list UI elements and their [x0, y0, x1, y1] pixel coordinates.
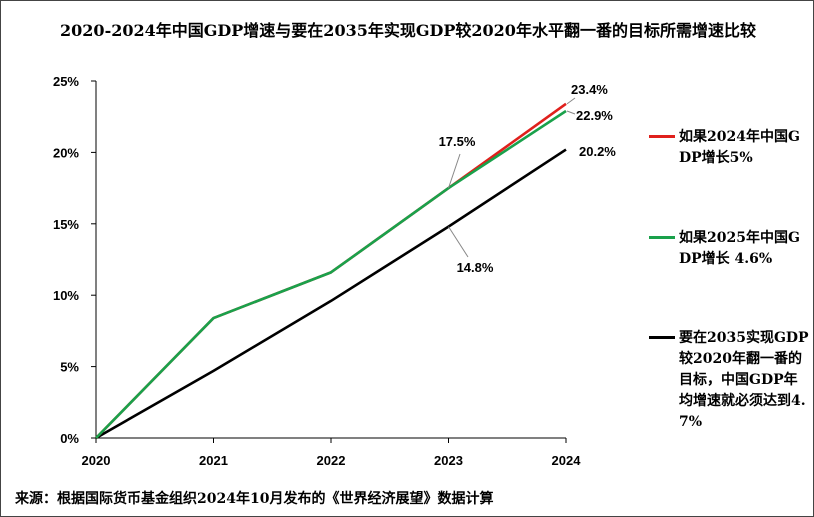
x-tick-label: 2020: [82, 453, 111, 468]
series-line-1: [95, 109, 567, 439]
data-label-leader: [566, 110, 576, 115]
legend-swatch-black: [649, 336, 675, 339]
legend-label-green: 如果2025年中国GDP增长 4.6%: [679, 230, 800, 267]
chart-title: 2020-2024年中国GDP增速与要在2035年实现GDP较2020年水平翻一…: [60, 21, 756, 40]
data-label-leader: [448, 226, 469, 258]
legend-swatch-red: [649, 135, 675, 138]
legend-swatch-green: [649, 236, 675, 239]
y-tick-label: 20%: [53, 145, 79, 160]
y-tick-label: 5%: [60, 360, 79, 375]
data-label: 23.4%: [571, 82, 608, 97]
y-tick-label: 0%: [60, 431, 79, 446]
x-tick-label: 2023: [434, 453, 463, 468]
series-line-2: [95, 148, 567, 440]
source-note: 来源：根据国际货币基金组织2024年10月发布的《世界经济展望》数据计算: [15, 491, 494, 507]
x-tick-label: 2024: [552, 453, 582, 468]
y-tick-label: 15%: [53, 217, 79, 232]
data-label: 17.5%: [439, 134, 476, 149]
y-tick-label: 10%: [53, 288, 79, 303]
data-label-leader: [448, 153, 461, 189]
legend-label-red: 如果2024年中国GDP增长5%: [679, 129, 800, 166]
x-tick-label: 2021: [199, 453, 228, 468]
data-label: 20.2%: [579, 144, 616, 159]
data-label-leader: [566, 97, 576, 105]
data-label: 22.9%: [576, 108, 613, 123]
x-tick-label: 2022: [317, 453, 346, 468]
legend-label-black: 要在2035实现GDP较2020年翻一番的目标，中国GDP年均增速就必须达到4.…: [679, 330, 809, 430]
data-label: 14.8%: [457, 260, 494, 275]
y-tick-label: 25%: [53, 74, 79, 89]
